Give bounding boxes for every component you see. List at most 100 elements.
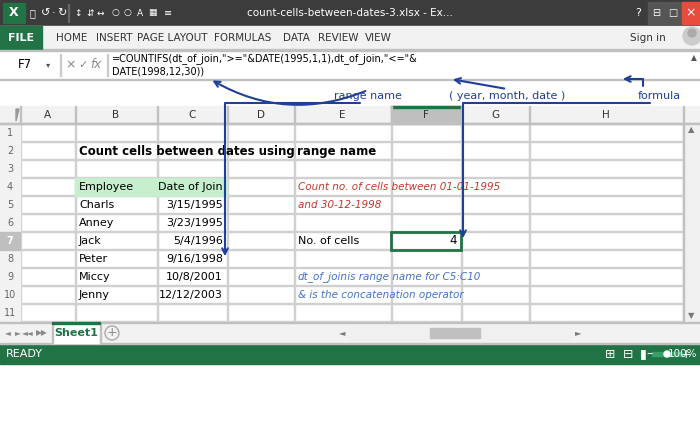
Bar xyxy=(683,124,684,322)
Bar xyxy=(20,124,21,322)
Text: ►: ► xyxy=(15,329,21,338)
Bar xyxy=(529,124,530,322)
Text: X: X xyxy=(9,6,19,19)
Bar xyxy=(227,106,228,124)
Bar xyxy=(0,50,700,80)
Text: H: H xyxy=(602,110,610,120)
Text: Miccy: Miccy xyxy=(79,272,111,282)
Text: FILE: FILE xyxy=(8,33,34,43)
Text: A: A xyxy=(44,110,51,120)
Bar xyxy=(0,195,700,196)
Bar xyxy=(430,328,480,338)
Bar xyxy=(0,285,700,286)
Text: 10: 10 xyxy=(4,290,16,300)
Text: 3: 3 xyxy=(7,164,13,174)
Text: Employee: Employee xyxy=(79,182,134,192)
Text: 100%: 100% xyxy=(668,349,697,359)
Bar xyxy=(683,124,700,322)
Text: Count no. of cells between 01-01-1995: Count no. of cells between 01-01-1995 xyxy=(298,182,500,192)
Bar xyxy=(75,106,76,124)
Bar xyxy=(683,106,684,124)
Bar xyxy=(0,49,700,50)
Text: ▶▶: ▶▶ xyxy=(36,329,48,338)
Bar xyxy=(100,323,101,343)
Text: –: – xyxy=(647,347,653,360)
Text: fx: fx xyxy=(90,58,101,71)
Bar xyxy=(350,326,570,340)
Bar xyxy=(391,106,392,124)
Bar xyxy=(391,106,461,108)
Text: F7: F7 xyxy=(18,58,32,71)
Text: ·: · xyxy=(52,8,56,18)
Bar xyxy=(0,106,700,124)
Text: ×: × xyxy=(66,58,76,71)
Bar xyxy=(0,123,700,124)
Bar xyxy=(0,50,700,51)
Bar xyxy=(0,321,700,322)
Text: 9/16/1998: 9/16/1998 xyxy=(166,254,223,264)
Bar xyxy=(0,344,700,364)
Text: 4: 4 xyxy=(7,182,13,192)
Bar xyxy=(52,322,100,324)
Bar xyxy=(157,124,158,322)
Text: 10/8/2001: 10/8/2001 xyxy=(167,272,223,282)
Text: ⊟: ⊟ xyxy=(623,347,634,360)
Bar xyxy=(0,123,700,124)
Text: & is the concatenation operator: & is the concatenation operator xyxy=(298,290,463,300)
Text: Jack: Jack xyxy=(79,236,102,246)
Bar xyxy=(0,232,20,250)
Text: 7: 7 xyxy=(6,236,13,246)
Text: □: □ xyxy=(668,8,678,18)
Text: FORMULAS: FORMULAS xyxy=(214,33,272,43)
Bar xyxy=(0,343,700,344)
Text: ►: ► xyxy=(575,329,581,338)
Text: ◄: ◄ xyxy=(339,329,345,338)
Bar xyxy=(0,79,700,80)
Text: INSERT: INSERT xyxy=(96,33,132,43)
Text: ↻: ↻ xyxy=(57,8,66,18)
Text: 🖫: 🖫 xyxy=(29,8,35,18)
Text: ○: ○ xyxy=(123,9,131,18)
Bar xyxy=(0,249,700,250)
Bar xyxy=(20,106,21,124)
Text: range name: range name xyxy=(297,144,377,157)
Circle shape xyxy=(664,351,670,357)
Text: Charls: Charls xyxy=(79,200,114,210)
Text: PAGE LAYOUT: PAGE LAYOUT xyxy=(136,33,207,43)
Text: ( year, month, date ): ( year, month, date ) xyxy=(449,91,565,101)
Bar xyxy=(0,141,700,142)
Bar xyxy=(3,3,25,23)
Text: ✓: ✓ xyxy=(78,60,88,70)
Bar xyxy=(68,4,69,22)
Text: 2: 2 xyxy=(7,146,13,156)
Bar xyxy=(665,2,681,24)
Bar xyxy=(227,124,228,322)
Text: B: B xyxy=(113,110,120,120)
Text: count-cells-between-dates-3.xlsx - Ex...: count-cells-between-dates-3.xlsx - Ex... xyxy=(247,8,453,18)
Bar xyxy=(529,106,530,124)
Bar xyxy=(652,352,682,356)
Bar xyxy=(52,322,100,343)
Bar xyxy=(2,55,57,75)
Text: 5: 5 xyxy=(7,200,13,210)
Bar xyxy=(0,0,700,26)
Text: ≡: ≡ xyxy=(164,8,172,18)
Text: ×: × xyxy=(686,6,696,19)
Bar xyxy=(0,322,700,344)
Text: is range name for C5:C10: is range name for C5:C10 xyxy=(344,272,480,282)
Text: ▾: ▾ xyxy=(46,61,50,70)
Text: 11: 11 xyxy=(4,308,16,318)
Text: 4: 4 xyxy=(449,234,457,248)
Bar xyxy=(461,106,462,124)
Bar xyxy=(107,54,108,76)
Text: ↔: ↔ xyxy=(97,9,104,18)
Bar xyxy=(0,322,700,323)
Text: ◄: ◄ xyxy=(5,329,11,338)
Bar xyxy=(0,26,42,50)
Text: F: F xyxy=(423,110,429,120)
Text: 1: 1 xyxy=(7,128,13,138)
Text: ↕: ↕ xyxy=(74,9,82,18)
Bar xyxy=(0,177,700,178)
Text: +: + xyxy=(680,347,692,360)
Text: ⇵: ⇵ xyxy=(86,9,94,18)
